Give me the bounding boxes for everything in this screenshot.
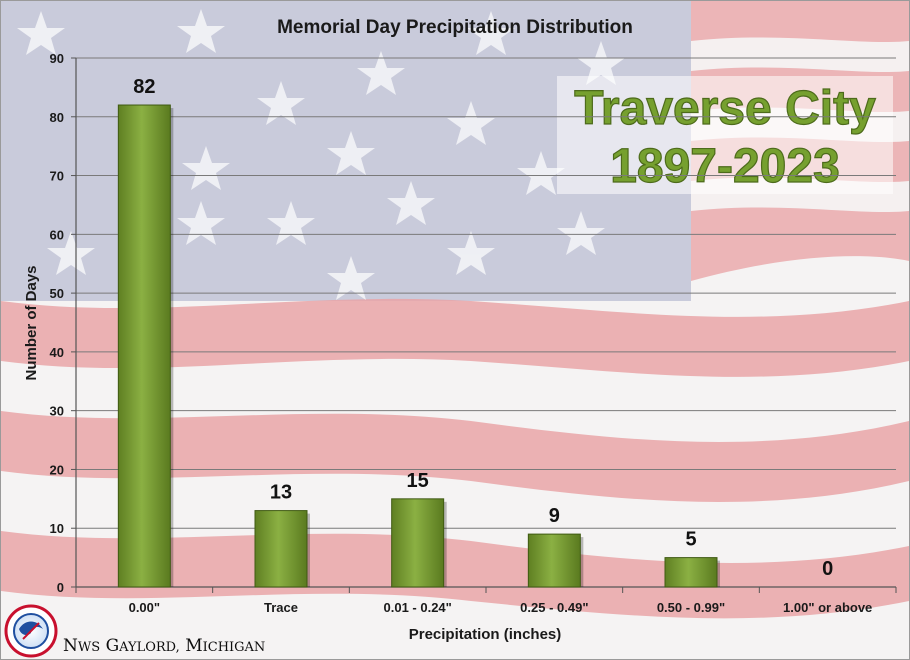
y-tick-label: 80 [50,110,64,125]
y-tick-label: 70 [50,169,64,184]
x-axis-title: Precipitation (inches) [409,626,562,643]
y-tick-label: 50 [50,286,64,301]
axes [75,58,897,593]
x-tick-label: 0.01 - 0.24" [384,600,452,615]
y-tick-label: 20 [50,462,64,477]
location-name: Traverse City [574,82,876,135]
y-tick-label: 90 [50,51,64,66]
year-range: 1897-2023 [610,140,840,193]
data-label: 9 [549,505,560,527]
x-tick-label: 0.25 - 0.49" [520,600,588,615]
data-label: 15 [407,470,429,492]
x-tick-label: 0.00" [129,600,160,615]
bar [664,557,718,588]
y-tick-label: 60 [50,227,64,242]
x-tick-label: 1.00" or above [783,600,872,615]
y-tick-label: 30 [50,404,64,419]
y-tick-labels: 0 10 20 30 40 50 60 70 80 90 [50,51,64,595]
data-label: 82 [133,76,155,98]
data-label: 5 [685,529,696,551]
location-title-box: Traverse City 1897-2023 [557,76,893,194]
x-tick-label: Trace [264,600,298,615]
footer-office: NWS GAYLORD, MICHIGAN [63,636,265,656]
nws-logo [4,604,58,658]
bars [117,104,720,588]
bar [254,510,308,588]
chart-title: Memorial Day Precipitation Distribution [277,17,633,38]
y-tick-label: 40 [50,345,64,360]
data-label: 13 [270,482,292,504]
bar [391,498,445,588]
x-tick-label: 0.50 - 0.99" [657,600,725,615]
y-axis-title: Number of Days [23,265,40,380]
data-label: 0 [822,558,833,580]
data-labels: 82 13 15 9 5 0 [133,76,833,580]
bar [527,533,581,588]
bar [117,104,171,588]
y-tick-label: 10 [50,521,64,536]
x-tick-labels: 0.00" Trace 0.01 - 0.24" 0.25 - 0.49" 0.50 -… [129,600,873,615]
y-tick-label: 0 [57,580,64,595]
gridlines [71,57,896,588]
